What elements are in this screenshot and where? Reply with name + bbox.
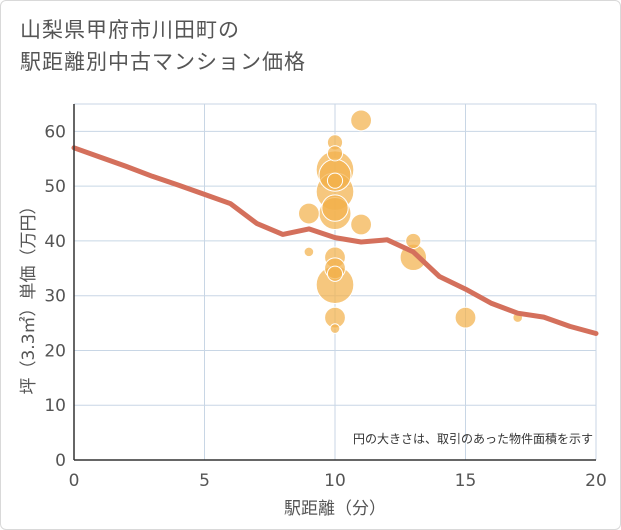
bubble-point (326, 265, 344, 282)
x-tick-label: 0 (69, 471, 80, 491)
bubble-point (326, 172, 344, 189)
x-tick-label: 5 (199, 471, 210, 491)
bubble-point (326, 145, 344, 162)
bubble-point (350, 213, 373, 236)
y-axis-title: 坪（3.3㎡）単価（万円） (19, 197, 39, 394)
bubble-point (303, 246, 315, 258)
average-line (71, 145, 599, 336)
y-tick-label: 50 (44, 177, 66, 197)
x-tick-label: 10 (324, 471, 346, 491)
bubble-point (298, 202, 320, 225)
chart-title-line1: 山梨県甲府市川田町の (20, 18, 240, 42)
x-axis-title: 駅距離（分） (284, 499, 386, 519)
y-tick-label: 30 (44, 287, 66, 307)
x-tick-label: 15 (455, 471, 477, 491)
y-tick-label: 10 (44, 396, 66, 416)
y-tick-label: 0 (55, 451, 66, 471)
y-tick-label: 40 (44, 232, 66, 252)
axes: 0 5 10 15 20 0 10 20 30 40 50 60 (44, 104, 607, 491)
average-line-series (71, 145, 599, 336)
grid-lines (74, 103, 597, 460)
x-tick-label: 20 (585, 471, 607, 491)
bubble-point (405, 232, 422, 250)
size-legend-note: 円の大きさは、取引のあった物件面積を示す (353, 431, 593, 446)
chart-title: 山梨県甲府市川田町の 駅距離別中古マンション価格 (20, 14, 306, 78)
y-tick-label: 20 (44, 341, 66, 361)
chart-title-line2: 駅距離別中古マンション価格 (20, 50, 306, 74)
bubble-point (329, 323, 341, 334)
y-tick-label: 60 (44, 122, 66, 142)
bubble-point (321, 194, 349, 222)
bubble-point (454, 306, 477, 329)
bubble-point (350, 109, 373, 132)
